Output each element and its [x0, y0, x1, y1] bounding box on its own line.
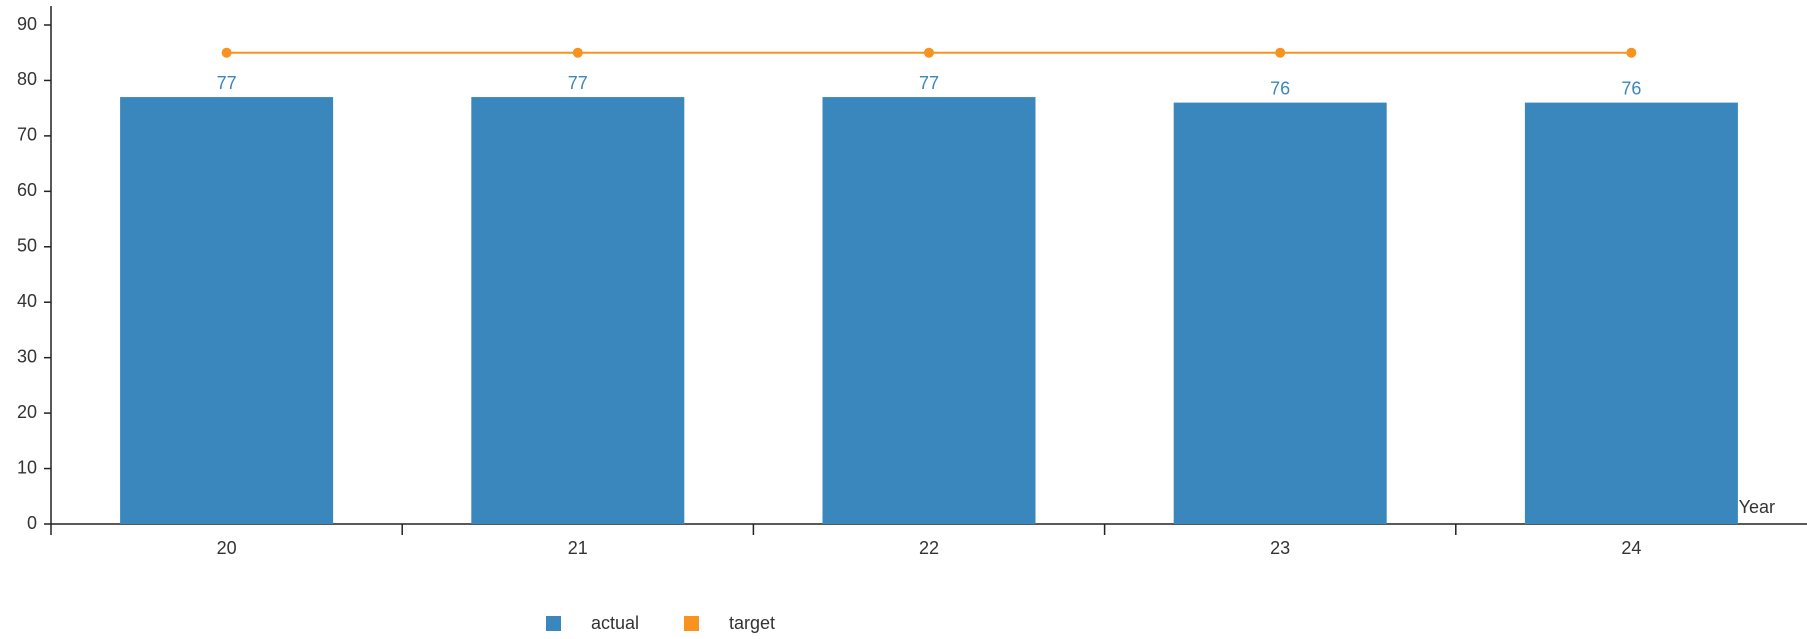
bar	[1173, 102, 1387, 524]
value-label: 77	[919, 73, 939, 93]
bar	[1524, 102, 1738, 524]
value-label: 76	[1270, 78, 1290, 98]
legend-swatch	[546, 616, 561, 631]
y-tick-label: 50	[17, 236, 37, 256]
value-label: 77	[217, 73, 237, 93]
legend-label: actual	[591, 613, 639, 633]
value-label: 76	[1621, 78, 1641, 98]
x-axis-label: Year	[1739, 497, 1775, 517]
x-tick-label: 21	[568, 538, 588, 558]
y-tick-label: 0	[27, 513, 37, 533]
target-point	[1275, 47, 1286, 58]
value-label: 77	[568, 73, 588, 93]
y-tick-label: 30	[17, 346, 37, 366]
x-tick-label: 24	[1621, 538, 1641, 558]
legend-swatch	[684, 616, 699, 631]
y-tick-label: 20	[17, 402, 37, 422]
x-tick-label: 20	[217, 538, 237, 558]
y-tick-label: 10	[17, 457, 37, 477]
target-point	[1626, 47, 1637, 58]
y-tick-label: 90	[17, 14, 37, 34]
y-tick-label: 40	[17, 291, 37, 311]
x-tick-label: 22	[919, 538, 939, 558]
legend-label: target	[729, 613, 775, 633]
bar	[822, 97, 1036, 525]
y-tick-label: 60	[17, 180, 37, 200]
target-point	[221, 47, 232, 58]
target-point	[572, 47, 583, 58]
y-tick-label: 70	[17, 125, 37, 145]
y-tick-label: 80	[17, 69, 37, 89]
x-tick-label: 23	[1270, 538, 1290, 558]
bar	[471, 97, 685, 525]
target-point	[924, 47, 934, 58]
bar	[120, 97, 334, 525]
